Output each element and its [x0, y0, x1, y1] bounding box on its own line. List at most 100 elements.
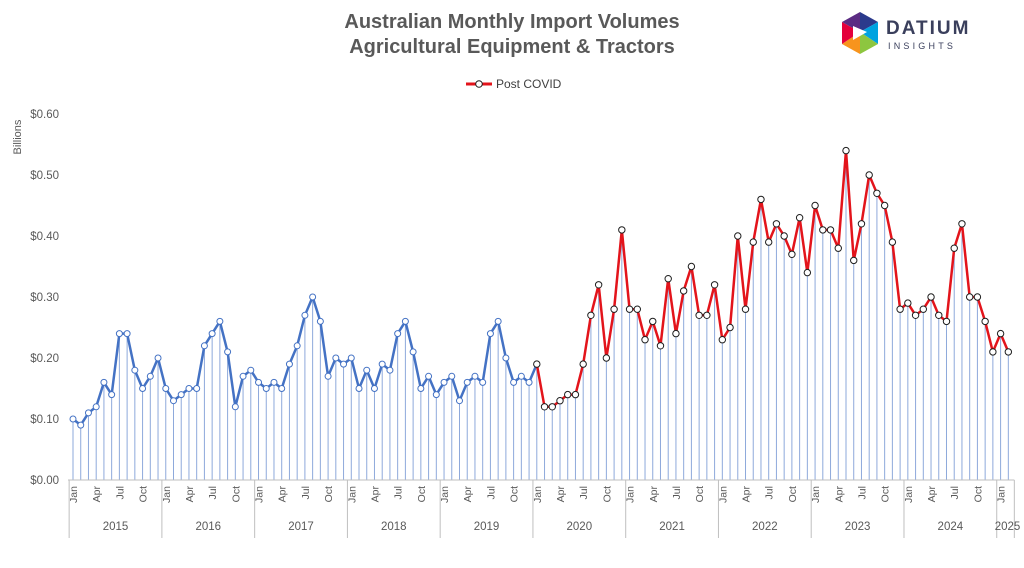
x-tick-month-label: Jan [903, 486, 915, 503]
data-point-post-covid [734, 232, 742, 240]
data-point-pre-covid [278, 385, 286, 392]
data-point-post-covid [741, 305, 750, 313]
x-tick-month-label: Jan [625, 486, 637, 503]
data-point-post-covid [618, 226, 626, 234]
data-point-pre-covid [456, 397, 463, 405]
x-tick-month-label: Apr [833, 486, 845, 503]
data-point-post-covid [850, 256, 858, 265]
data-point-post-covid [942, 317, 951, 326]
data-point-post-covid [989, 348, 997, 356]
data-point-post-covid [687, 262, 696, 271]
data-point-post-covid [965, 293, 974, 301]
x-tick-month-label: Oct [601, 486, 613, 502]
data-point-post-covid [803, 268, 812, 277]
data-point-post-covid [726, 323, 734, 332]
data-point-pre-covid [231, 403, 239, 411]
legend-label-post-covid: Post COVID [496, 77, 562, 91]
x-tick-month-label: Oct [323, 486, 335, 502]
data-point-pre-covid [100, 378, 108, 386]
x-tick-month-label: Apr [926, 486, 938, 503]
datium-logo: DATIUM INSIGHTS [838, 10, 988, 56]
data-point-pre-covid [177, 391, 185, 399]
data-point-pre-covid [146, 372, 154, 380]
data-point-post-covid [935, 311, 943, 319]
data-point-post-covid [633, 305, 641, 313]
x-tick-month-label: Jan [439, 486, 451, 503]
data-point-post-covid [695, 311, 703, 319]
data-point-post-covid [865, 171, 873, 179]
data-point-post-covid [950, 244, 958, 252]
data-point-post-covid [981, 317, 989, 326]
data-point-post-covid [625, 305, 634, 313]
x-tick-month-label: Jan [717, 486, 729, 503]
data-point-pre-covid [394, 330, 402, 338]
data-point-post-covid [594, 281, 603, 289]
data-point-post-covid [540, 403, 549, 411]
data-point-pre-covid [216, 317, 224, 325]
x-tick-month-label: Oct [230, 486, 242, 502]
data-point-pre-covid [84, 409, 92, 417]
y-tick-label: $0.20 [30, 353, 59, 365]
x-tick-month-label: Oct [509, 486, 521, 502]
data-point-post-covid [564, 390, 572, 399]
x-tick-month-label: Apr [277, 486, 289, 503]
data-point-pre-covid [301, 311, 309, 319]
data-point-pre-covid [355, 385, 363, 392]
data-point-post-covid [819, 226, 827, 234]
data-point-pre-covid [77, 421, 85, 429]
data-point-pre-covid [247, 366, 255, 374]
data-point-post-covid [996, 329, 1005, 338]
data-point-pre-covid [370, 385, 378, 392]
chart-title-line-2: Agricultural Equipment & Tractors [349, 36, 675, 58]
legend-marker [466, 80, 492, 88]
x-tick-month-label: Oct [972, 486, 984, 502]
data-point-post-covid [772, 220, 781, 228]
x-year-label: 2015 [103, 521, 129, 533]
data-point-pre-covid [486, 330, 494, 338]
x-tick-month-label: Jul [671, 486, 683, 499]
data-point-post-covid [679, 287, 688, 295]
data-point-post-covid [880, 201, 889, 210]
data-point-post-covid [811, 201, 819, 210]
data-point-pre-covid [131, 366, 139, 374]
x-tick-month-label: Jan [532, 486, 544, 503]
data-point-pre-covid [471, 372, 479, 380]
x-tick-month-label: Jul [207, 486, 219, 499]
data-point-pre-covid [270, 378, 278, 386]
x-year-label: 2023 [845, 521, 871, 533]
data-point-pre-covid [525, 378, 533, 386]
data-point-post-covid [656, 342, 665, 350]
data-point-pre-covid [123, 330, 131, 338]
data-point-pre-covid [92, 403, 100, 411]
data-point-post-covid [973, 293, 982, 301]
data-point-pre-covid [347, 354, 355, 362]
data-point-pre-covid [448, 372, 456, 380]
y-tick-label: $0.00 [30, 475, 59, 487]
x-tick-month-label: Oct [694, 486, 706, 502]
data-point-pre-covid [108, 391, 116, 399]
y-tick-label: $0.60 [30, 109, 59, 121]
data-point-post-covid [610, 305, 618, 313]
x-tick-month-label: Apr [91, 486, 103, 503]
data-point-post-covid [1004, 348, 1013, 356]
data-point-pre-covid [517, 372, 525, 380]
data-point-pre-covid [185, 385, 193, 392]
x-year-label: 2019 [474, 521, 500, 533]
data-point-pre-covid [378, 360, 386, 368]
y-tick-label: $0.40 [30, 231, 59, 243]
data-point-post-covid [548, 403, 556, 411]
x-tick-month-label: Oct [138, 486, 150, 502]
x-tick-month-label: Jul [578, 486, 590, 499]
x-tick-month-label: Jul [485, 486, 497, 499]
x-tick-month-label: Jul [114, 486, 126, 499]
x-year-label: 2017 [288, 521, 314, 533]
x-tick-month-label: Apr [648, 486, 660, 503]
chart-title: Australian Monthly Import Volumes Agricu… [212, 10, 812, 60]
x-tick-month-label: Apr [741, 486, 753, 503]
data-point-pre-covid [285, 360, 293, 368]
logo-subtitle: INSIGHTS [888, 41, 957, 51]
data-point-pre-covid [479, 378, 487, 386]
x-year-label: 2022 [752, 521, 778, 533]
data-point-pre-covid [169, 397, 177, 405]
